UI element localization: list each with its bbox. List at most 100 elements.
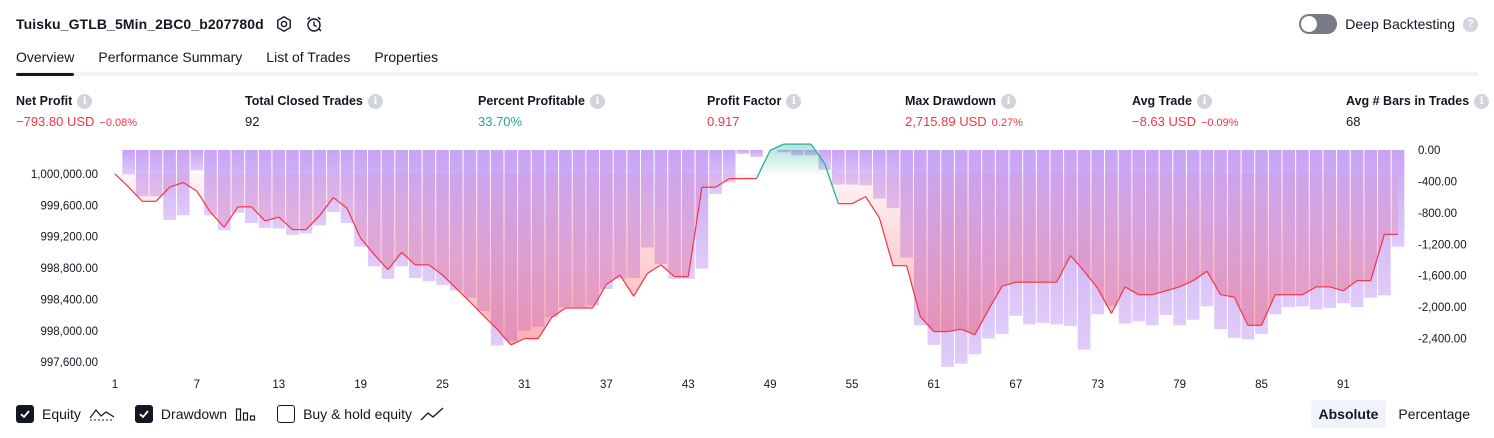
y-left-tick-label: 998,800.00 xyxy=(40,263,98,275)
metric-value: 68 xyxy=(1346,114,1361,129)
metric-total-closed-trades: Total Closed Trades i 92 xyxy=(245,93,383,129)
info-icon[interactable]: i xyxy=(367,93,383,109)
buy-hold-label: Buy & hold equity xyxy=(303,406,413,422)
equity-line-segment xyxy=(961,328,976,336)
equity-line-segment xyxy=(373,254,389,270)
equity-line-segment xyxy=(333,196,348,209)
tab-overview[interactable]: Overview xyxy=(16,46,75,76)
equity-line-segment xyxy=(442,274,457,289)
tab-list-of-trades[interactable]: List of Trades xyxy=(266,49,351,65)
x-axis: 1 7 13 19 25 31 37 43 49 55 61 67 73 79 85 91 xyxy=(112,379,1350,391)
tab-properties[interactable]: Properties xyxy=(374,49,439,65)
tab-performance-summary[interactable]: Performance Summary xyxy=(98,49,243,65)
metric-profit-factor: Profit Factor i 0.917 xyxy=(707,93,802,129)
metric-value: 2,715.89 USD xyxy=(905,114,987,129)
deep-backtesting-toggle[interactable] xyxy=(1299,14,1338,34)
equity-line xyxy=(114,143,1398,346)
settings-gear-icon[interactable] xyxy=(274,14,294,34)
x-tick-label: 25 xyxy=(436,379,449,391)
metric-avg-trade: Avg Trade i −8.63 USD −0.09% xyxy=(1132,93,1239,129)
equity-line-segment xyxy=(810,143,826,165)
equity-line-segment xyxy=(360,237,375,256)
equity-line-segment xyxy=(551,307,566,318)
title-bar: Tuisku_GTLB_5Min_2BC0_b207780d xyxy=(16,12,324,36)
equity-line-segment xyxy=(755,150,771,179)
equity-line-segment xyxy=(305,215,321,230)
equity-line-segment xyxy=(387,251,403,270)
equity-line-segment xyxy=(223,206,239,228)
equity-line-segment xyxy=(1152,290,1167,296)
metric-label: Percent Profitable xyxy=(478,94,585,108)
metric-label: Avg Trade xyxy=(1132,94,1192,108)
equity-line-segment xyxy=(1110,286,1126,314)
equity-drawdown-chart[interactable]: 1,000,000.00 999,600.00 999,200.00 998,800.… xyxy=(0,138,1494,394)
equity-line-segment xyxy=(1083,270,1099,289)
info-icon[interactable]: i xyxy=(1001,93,1016,109)
equity-line-segment xyxy=(606,274,621,285)
drawdown-bar xyxy=(736,150,750,154)
equity-line-segment xyxy=(128,186,143,202)
x-tick-label: 55 xyxy=(846,379,859,391)
equity-line-segment xyxy=(210,211,225,228)
equity-line-segment xyxy=(455,287,471,303)
equity-line-segment xyxy=(319,197,334,216)
metric-value: 0.917 xyxy=(707,114,740,129)
legend-equity[interactable]: Equity xyxy=(16,405,115,423)
equity-line-segment xyxy=(1260,294,1276,326)
percentage-button[interactable]: Percentage xyxy=(1398,406,1470,422)
equity-line-segment xyxy=(646,264,662,275)
equity-line-segment xyxy=(865,196,880,219)
y-right-tick-label: -2,400.00 xyxy=(1418,334,1467,346)
equity-line-segment xyxy=(1220,294,1235,298)
equity-line-segment xyxy=(1056,255,1071,283)
info-icon[interactable]: i xyxy=(786,93,802,109)
metric-percent: −0.08% xyxy=(99,117,138,129)
equity-line-segment xyxy=(496,328,512,346)
equity-line-segment xyxy=(1302,286,1317,296)
y-right-tick-label: -1,200.00 xyxy=(1418,239,1467,251)
equity-label: Equity xyxy=(42,406,81,422)
equity-line-segment xyxy=(878,217,894,266)
metric-percent: 0.27% xyxy=(991,117,1023,129)
info-icon[interactable]: i xyxy=(1474,93,1490,109)
drawdown-bar xyxy=(122,150,135,175)
metric-label: Max Drawdown xyxy=(905,94,996,108)
info-icon[interactable]: i xyxy=(1196,93,1212,109)
equity-line-segment xyxy=(1179,280,1194,288)
absolute-button[interactable]: Absolute xyxy=(1310,400,1387,428)
equity-line-segment xyxy=(1206,270,1222,295)
equity-area xyxy=(115,144,1398,345)
metric-label: Avg # Bars in Trades xyxy=(1346,94,1470,108)
equity-checkbox[interactable] xyxy=(16,405,34,423)
info-icon[interactable]: i xyxy=(77,93,93,109)
equity-line-segment xyxy=(687,187,703,277)
y-right-tick-label: 0.00 xyxy=(1418,145,1440,157)
equity-line-segment xyxy=(906,265,921,317)
equity-line-segment xyxy=(196,190,212,213)
legend-buy-hold-equity[interactable]: Buy & hold equity xyxy=(277,405,444,423)
alarm-clock-icon[interactable] xyxy=(304,14,324,34)
metric-label: Profit Factor xyxy=(707,94,782,108)
x-tick-label: 73 xyxy=(1091,379,1104,391)
y-left-tick-label: 998,400.00 xyxy=(40,294,98,306)
equity-line-segment xyxy=(851,196,866,205)
equity-line-segment xyxy=(633,273,648,297)
equity-line-segment xyxy=(1165,286,1180,292)
equity-line-segment xyxy=(592,284,607,309)
equity-line-segment xyxy=(1192,270,1208,282)
equity-line-segment xyxy=(1069,255,1085,272)
help-question-icon[interactable]: ? xyxy=(1463,16,1478,32)
drawdown-bar xyxy=(750,150,763,158)
toggle-knob xyxy=(1301,16,1318,32)
x-tick-label: 91 xyxy=(1337,379,1350,391)
equity-loss-area xyxy=(115,173,1398,345)
strategy-name: Tuisku_GTLB_5Min_2BC0_b207780d xyxy=(16,16,264,32)
info-icon[interactable]: i xyxy=(589,93,605,109)
buy-hold-checkbox[interactable] xyxy=(277,405,296,423)
deep-backtesting-label: Deep Backtesting xyxy=(1345,16,1455,32)
equity-line-segment xyxy=(947,328,962,333)
chart-legend: Equity Drawdown Buy & hold equity xyxy=(16,403,444,425)
x-tick-label: 43 xyxy=(682,379,695,391)
drawdown-checkbox[interactable] xyxy=(134,405,153,423)
legend-drawdown[interactable]: Drawdown xyxy=(134,405,257,423)
